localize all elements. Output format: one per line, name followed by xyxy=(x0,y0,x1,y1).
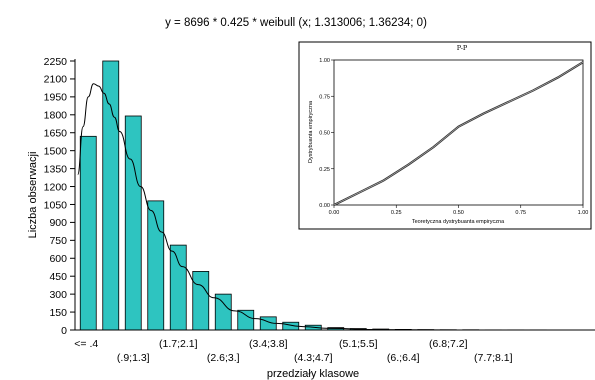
inset-x-axis-label: Teoretyczna dystrybuanta empiryczna xyxy=(412,219,505,225)
histogram-bar xyxy=(169,244,187,331)
y-axis-label: Liczba obserwacji xyxy=(27,152,39,239)
inset-y-tick-labels: 0.00 0.25 0.50 0.75 1.00 xyxy=(319,58,334,209)
y-tick-label: 600 xyxy=(49,253,67,265)
histogram-bar xyxy=(79,135,97,331)
pp-plot-inset: P-P 0.00 0.25 0.50 0.75 1.00 0.00 0.25 0.50 0.7… xyxy=(298,41,592,230)
x-tick-labels-row1: <= .4 (1.7;2.1] (3.4;3.8] (5.1;5.5] (6.8;7.2… xyxy=(74,338,467,350)
y-tick-labels: 0 150 300 450 600 750 900 1050 1200 1350 1500 1650 1… xyxy=(44,56,75,337)
inset-pp-series-highlight xyxy=(333,61,584,206)
inset-title: P-P xyxy=(457,44,468,52)
x-tick-label: (1.7;2.1] xyxy=(159,338,198,350)
y-tick-label: 300 xyxy=(49,289,67,301)
y-tick-label: 2100 xyxy=(44,74,68,86)
y-tick-label: 2250 xyxy=(44,56,68,68)
histogram-bar xyxy=(237,309,255,331)
inset-y-tick-label: 0.50 xyxy=(319,131,330,137)
inset-y-tick-label: 0.00 xyxy=(319,203,330,209)
x-tick-label: (4.3;4.7] xyxy=(294,352,333,364)
x-tick-label: (2.6;3.] xyxy=(207,352,240,364)
histogram-bar xyxy=(214,293,232,331)
x-tick-label: (3.4;3.8] xyxy=(249,338,288,350)
y-tick-label: 900 xyxy=(49,217,67,229)
inset-y-tick-label: 0.25 xyxy=(319,167,330,173)
inset-x-tick-label: 0.50 xyxy=(453,210,464,216)
inset-y-tick-label: 0.75 xyxy=(319,94,330,100)
fitted-weibull-curve xyxy=(77,83,486,331)
inset-y-tick-label: 1.00 xyxy=(319,58,330,64)
y-tick-label: 450 xyxy=(49,271,67,283)
y-tick-label: 1800 xyxy=(44,110,68,122)
y-tick-label: 1200 xyxy=(44,181,68,193)
y-tick-label: 0 xyxy=(61,325,67,337)
chart-title: y = 8696 * 0.425 * weibull (x; 1.313006;… xyxy=(165,17,427,29)
x-tick-label: (6.8;7.2] xyxy=(429,338,468,350)
y-tick-label: 750 xyxy=(49,235,67,247)
x-tick-label: <= .4 xyxy=(74,338,98,350)
inset-y-axis-label: Dystrybuanta empiryczna xyxy=(308,100,314,163)
x-tick-label: (5.1;5.5] xyxy=(339,338,378,350)
histogram-bar xyxy=(124,115,142,331)
y-tick-label: 1650 xyxy=(44,128,68,140)
x-tick-label: (6.;6.4] xyxy=(387,352,420,364)
x-tick-label: (7.7;8.1] xyxy=(474,352,513,364)
inset-x-tick-label: 0.25 xyxy=(391,210,402,216)
y-tick-label: 150 xyxy=(49,307,67,319)
x-axis-label: przedziały klasowe xyxy=(267,368,359,380)
inset-x-tick-label: 0.00 xyxy=(329,210,340,216)
y-tick-label: 1050 xyxy=(44,199,68,211)
x-tick-label: (.9;1.3] xyxy=(117,352,150,364)
x-tick-labels-row2: (.9;1.3] (2.6;3.] (4.3;4.7] (6.;6.4] (7.7;8.… xyxy=(117,352,513,364)
histogram-bar xyxy=(192,271,210,331)
inset-x-tick-labels: 0.00 0.25 0.50 0.75 1.00 xyxy=(329,205,589,216)
inset-x-tick-label: 1.00 xyxy=(578,210,589,216)
y-tick-label: 1950 xyxy=(44,92,68,104)
inset-x-tick-label: 0.75 xyxy=(515,210,526,216)
y-tick-label: 1500 xyxy=(44,145,68,157)
y-tick-label: 1350 xyxy=(44,163,68,175)
histogram-bar xyxy=(102,60,120,331)
